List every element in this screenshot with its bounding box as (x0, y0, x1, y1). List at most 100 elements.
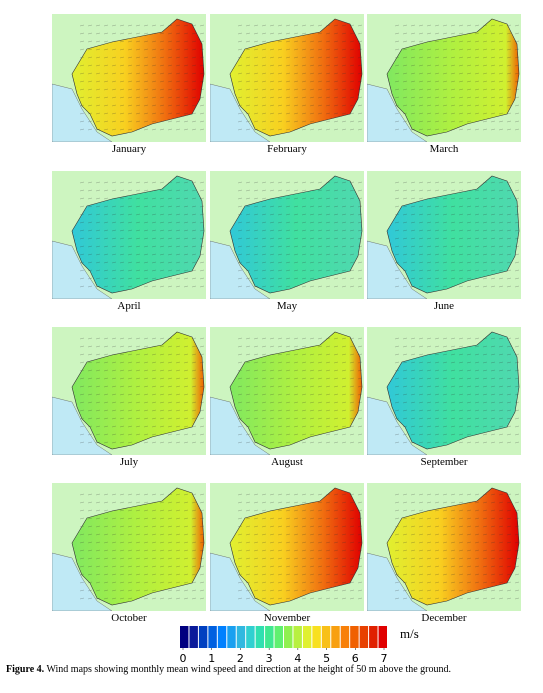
wind-arrow (474, 56, 480, 59)
wind-arrow (103, 40, 109, 43)
wind-arrow (277, 213, 283, 216)
wind-arrow (269, 104, 275, 107)
wind-arrow (167, 269, 173, 272)
wind-arrow (402, 417, 408, 420)
wind-arrow (410, 261, 416, 264)
wind-arrow (167, 433, 173, 436)
wind-arrow (285, 425, 291, 428)
wind-arrow (474, 565, 480, 568)
wind-arrow (458, 345, 464, 348)
wind-arrow (183, 517, 189, 520)
wind-arrow (191, 401, 197, 404)
wind-arrow (482, 72, 488, 75)
wind-arrow (402, 96, 408, 99)
wind-arrow (394, 32, 400, 35)
wind-arrow (191, 80, 197, 83)
wind-arrow (341, 345, 347, 348)
wind-arrow (434, 441, 440, 444)
wind-arrow (349, 509, 355, 512)
wind-arrow (237, 541, 243, 544)
wind-arrow (357, 409, 363, 412)
wind-arrow (269, 597, 275, 600)
wind-arrow (325, 269, 331, 272)
wind-arrow (269, 501, 275, 504)
wind-arrow (293, 120, 299, 123)
wind-arrow (199, 417, 205, 420)
wind-arrow (506, 64, 512, 67)
wind-arrow (199, 269, 205, 272)
wind-arrow (199, 589, 205, 592)
wind-arrow (418, 337, 424, 340)
wind-arrow (253, 261, 259, 264)
wind-arrow (79, 425, 85, 428)
wind-arrow (127, 261, 133, 264)
wind-arrow (245, 417, 251, 420)
wind-arrow (143, 277, 149, 280)
wind-arrow (410, 525, 416, 528)
wind-arrow (293, 189, 299, 192)
wind-arrow (357, 541, 363, 544)
wind-arrow (111, 24, 117, 27)
wind-arrow (167, 96, 173, 99)
wind-arrow (167, 597, 173, 600)
wind-arrow (199, 353, 205, 356)
map-panel (367, 483, 521, 611)
wind-arrow (191, 88, 197, 91)
wind-arrow (410, 565, 416, 568)
wind-arrow (490, 557, 496, 560)
wind-arrow (175, 493, 181, 496)
wind-arrow (167, 181, 173, 184)
wind-arrow (135, 181, 141, 184)
wind-arrow (466, 573, 472, 576)
wind-arrow (434, 369, 440, 372)
wind-arrow (293, 425, 299, 428)
wind-arrow (261, 525, 267, 528)
wind-arrow (135, 597, 141, 600)
wind-arrow (119, 361, 125, 364)
wind-arrow (514, 573, 520, 576)
wind-arrow (183, 589, 189, 592)
wind-arrow (333, 557, 339, 560)
wind-arrow (159, 597, 165, 600)
wind-arrow (191, 525, 197, 528)
wind-arrow (341, 48, 347, 51)
sea (52, 552, 113, 611)
wind-arrow (349, 32, 355, 35)
wind-arrow (135, 88, 141, 91)
wind-arrow (418, 345, 424, 348)
wind-arrow (309, 181, 315, 184)
wind-arrow (245, 509, 251, 512)
wind-arrow (183, 40, 189, 43)
wind-arrow (474, 525, 480, 528)
wind-arrow (482, 573, 488, 576)
wind-arrow (402, 245, 408, 248)
wind-arrow (191, 261, 197, 264)
wind-arrow (309, 64, 315, 67)
wind-arrow (199, 72, 205, 75)
wind-arrow (474, 557, 480, 560)
wind-arrow (79, 337, 85, 340)
wind-arrow (143, 517, 149, 520)
wind-arrow (394, 24, 400, 27)
wind-arrow (159, 24, 165, 27)
wind-arrow (442, 277, 448, 280)
wind-arrow (482, 221, 488, 224)
wind-arrow (474, 104, 480, 107)
wind-arrow (87, 112, 93, 115)
wind-arrow (434, 40, 440, 43)
country (71, 175, 205, 294)
wind-arrow (410, 409, 416, 412)
wind-arrow (482, 56, 488, 59)
wind-arrow (466, 88, 472, 91)
wind-arrow (237, 549, 243, 552)
wind-arrow (490, 589, 496, 592)
wind-arrow (490, 24, 496, 27)
wind-arrow (474, 189, 480, 192)
wind-arrow (159, 393, 165, 396)
wind-arrow (151, 80, 157, 83)
wind-arrow (498, 221, 504, 224)
wind-arrow (183, 597, 189, 600)
wind-arrow (317, 237, 323, 240)
wind-arrow (418, 32, 424, 35)
